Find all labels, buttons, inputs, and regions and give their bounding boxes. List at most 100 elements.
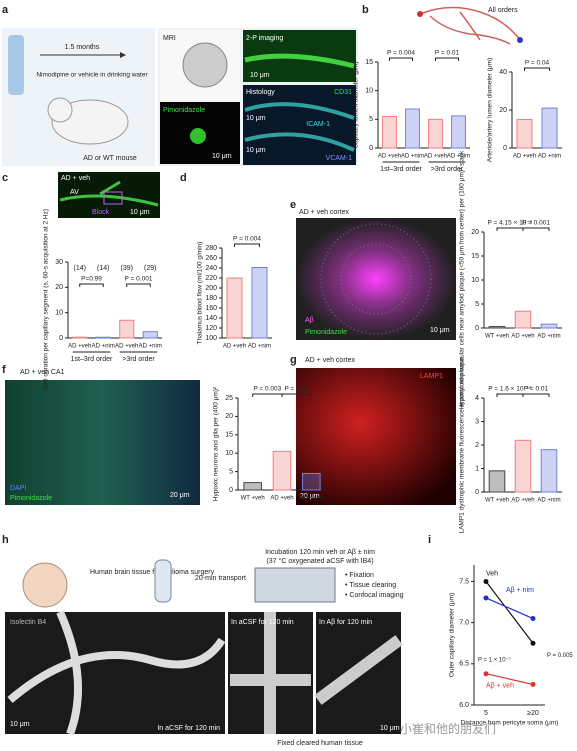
bar (540, 323, 558, 329)
label: (37 °C oxygenated aCSF with IB4) (266, 557, 373, 565)
histology-image (243, 85, 356, 165)
y-tick-label: 120 (205, 325, 217, 332)
x-tick-label: AD +nim (401, 154, 424, 160)
y-tick-label: 10 (225, 450, 233, 457)
label: AV (70, 189, 79, 196)
y-tick-label: 20 (499, 107, 507, 114)
count-label: (14) (74, 265, 86, 272)
bar (514, 439, 532, 493)
block-box (103, 191, 123, 205)
group-label: >3rd order (431, 166, 464, 173)
legend-label: Aβ + veh (486, 683, 514, 690)
label: In Aβ for 120 min (319, 619, 372, 626)
bracket-label: P = 0.03 (285, 386, 310, 393)
scale-label: 10 μm (380, 725, 400, 732)
point (530, 640, 536, 646)
y-tick-label: 5 (475, 301, 479, 308)
vessel (230, 612, 311, 734)
y-tick-label: 7.0 (459, 619, 469, 626)
y-tick-label: 200 (205, 285, 217, 292)
label: 1.5 months (65, 44, 100, 51)
label: AD + veh CA1 (20, 369, 65, 376)
y-tick-label: 100 (205, 335, 217, 342)
label: Nimodipine or vehicle in drinking water (36, 72, 148, 79)
g-image (296, 368, 456, 505)
bar (405, 108, 420, 149)
count-label: (39) (121, 265, 133, 272)
image: AD + veh cortex Aβ Pimonidazole 10 μm (296, 209, 456, 340)
bracket-label: P = 0.003 (253, 386, 281, 393)
label: DAPI (10, 485, 26, 492)
vessel (59, 180, 159, 207)
legend-label: Veh (486, 570, 498, 577)
bar (428, 118, 443, 149)
panel-letter: a (2, 4, 9, 16)
bar (272, 450, 292, 491)
bracket-label: P = 0.01 (524, 386, 549, 393)
image: Isolectin B4 10 μm In aCSF for 120 min I… (5, 610, 403, 736)
scale-label: 10 μm (10, 721, 30, 728)
label: Incubation 120 min veh or Aβ ± nim (265, 549, 375, 556)
y-tick-label: 25 (225, 395, 233, 402)
annotation: P = 0.005 (547, 653, 573, 659)
x-tick-label: AD +nim (139, 344, 162, 350)
x-tick-label: AD +nim (447, 154, 470, 160)
y-tick-label: 0 (503, 145, 507, 152)
bar (226, 277, 243, 339)
bracket (496, 393, 524, 397)
group-label: 1st–3rd order (380, 166, 422, 173)
cell (190, 128, 206, 144)
label: 20-min transport (195, 575, 246, 582)
panel-letter: b (362, 4, 369, 16)
y-tick-label: 6.5 (459, 661, 469, 668)
mouse-head (47, 97, 73, 123)
bracket-label: P = 0.01 (435, 50, 460, 57)
y-tick-label: 3 (475, 418, 479, 425)
series-line (485, 673, 534, 685)
x-tick-label: AD +nim (92, 344, 115, 350)
scale-label: 20 μm (170, 492, 190, 499)
bar (488, 470, 506, 493)
y-tick-label: 5 (229, 468, 233, 475)
label: Pimonidazole (305, 329, 347, 336)
label: LAMP1 (420, 373, 443, 380)
y-tick-label: 0 (475, 325, 479, 332)
bracket (522, 227, 550, 231)
x-tick-label: AD +nim (248, 344, 271, 350)
y-tick-label: 0 (59, 335, 63, 342)
bracket-label: P = 0.004 (233, 236, 261, 243)
label: In aCSF for 120 min (157, 725, 220, 732)
network (419, 6, 521, 45)
x-tick-label: AD +nim (537, 334, 560, 340)
y-axis-label: LAMP1 dystrophic membrane fluorescence a… (459, 356, 466, 533)
label: ICAM-1 (306, 121, 330, 128)
y-tick-label: 15 (365, 59, 373, 66)
bottle (8, 35, 24, 95)
panel-letter: e (290, 199, 296, 211)
label: Histology (246, 89, 275, 96)
node (417, 11, 423, 17)
image: 2-P imaging 10 μm Pimonidazole 10 μm His… (160, 30, 356, 165)
bracket-label: P = 4.15 × 10⁻⁸ (487, 220, 532, 227)
legend-label: Aβ + nim (506, 587, 534, 594)
group-label: >3rd order (122, 356, 155, 363)
x-tick-label: AD +veh (513, 154, 536, 160)
vessel (7, 610, 226, 736)
y-tick-label: 140 (205, 315, 217, 322)
y-tick-label: 0 (369, 145, 373, 152)
group-label: 1st–3rd order (71, 356, 113, 363)
label: Pimonidazole (163, 107, 205, 114)
y-tick-label: 4 (475, 395, 479, 402)
label: 2-P imaging (246, 35, 283, 42)
x-tick-label: 5 (484, 710, 488, 717)
panel-letter: d (180, 172, 187, 184)
point (483, 671, 489, 677)
bar (251, 267, 268, 339)
tube (154, 559, 172, 603)
y-axis-label: Thalamus blood flow (ml/100 g/min) (197, 242, 204, 345)
label: AD + veh cortex (299, 209, 349, 216)
x-tick-label: AD +veh (223, 344, 246, 350)
y-axis-label: Outer capillary diameter (μm) (449, 593, 456, 677)
incubator (254, 567, 336, 603)
watermark: 小崔和他的朋友们 (400, 721, 496, 736)
